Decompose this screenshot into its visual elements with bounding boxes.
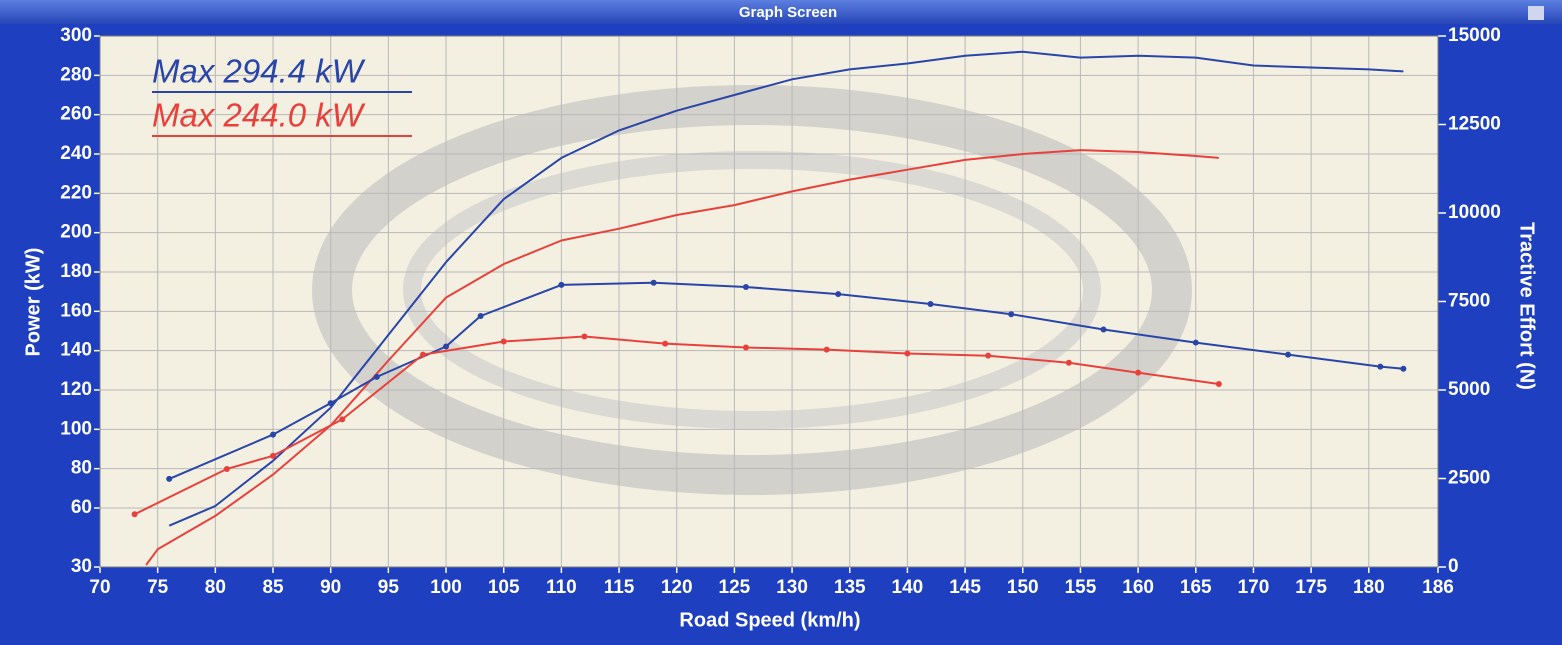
y2-tick-label: 5000 [1448,379,1490,400]
y2-tick-label: 15000 [1448,25,1501,46]
x-tick-label: 160 [1122,577,1154,598]
series-point [1215,380,1222,387]
x-tick-label: 175 [1295,577,1327,598]
series-point [270,431,277,438]
series-point [742,344,749,351]
series-point [327,400,334,407]
x-tick-label: 110 [546,577,577,598]
y-tick-label: 30 [71,556,92,577]
y2-tick-label: 12500 [1448,114,1501,135]
series-point [1192,339,1199,346]
x-tick-label: 186 [1422,577,1454,598]
series-point [581,333,588,340]
x-tick-label: 85 [262,577,284,598]
x-tick-label: 150 [1007,577,1039,598]
x-tick-label: 180 [1353,577,1385,598]
series-point [443,343,450,350]
series-point [1377,363,1384,370]
x-tick-label: 170 [1238,577,1270,598]
y-tick-label: 200 [60,222,92,243]
series-point [477,313,484,320]
x-tick-label: 130 [776,577,808,598]
x-tick-label: 95 [378,577,400,598]
watermark [312,85,1192,495]
x-tick-label: 70 [89,577,110,598]
y-tick-label: 140 [60,340,92,361]
series-line [145,149,1219,566]
y2-tick-label: 2500 [1448,468,1490,489]
x-tick-label: 140 [892,577,924,598]
x-tick-label: 115 [604,577,635,598]
series-point [650,279,657,286]
x-tick-label: 75 [147,577,169,598]
series-point [339,416,346,423]
x-tick-label: 120 [661,577,693,598]
y-tick-label: 60 [71,497,92,518]
x-tick-label: 165 [1180,577,1212,598]
x-tick-label: 100 [430,577,462,598]
series-point [500,338,507,345]
series-point [1135,369,1142,376]
series-point [558,281,565,288]
y-tick-label: 100 [60,418,92,439]
series-point [835,291,842,298]
series-point [419,351,426,358]
y-tick-label: 220 [60,182,92,203]
series-point [1285,351,1292,358]
series-point [927,300,934,307]
x-tick-label: 90 [320,577,341,598]
y2-axis-label: Tractive Effort (N) [1516,222,1538,390]
series-point [166,475,173,482]
y-tick-label: 180 [60,261,92,282]
x-tick-label: 145 [949,577,981,598]
x-tick-label: 105 [488,577,520,598]
series-point [270,452,277,459]
y-tick-label: 260 [60,104,92,125]
y2-tick-label: 0 [1448,556,1459,577]
series-point [1100,326,1107,333]
series-point [1065,359,1072,366]
y2-tick-label: 7500 [1448,291,1490,312]
series-point [742,283,749,290]
y-axis-label: Power (kW) [22,248,44,357]
x-axis-label: Road Speed (km/h) [679,609,860,631]
series-point [985,352,992,359]
series-point [823,346,830,353]
logo-ring [312,85,1192,495]
series-point [1400,365,1407,372]
y-tick-label: 160 [60,300,92,321]
x-tick-label: 155 [1065,577,1097,598]
series-point [131,511,138,518]
annotation: Max 294.4 kW [152,53,366,90]
annotation: Max 244.0 kW [152,97,366,134]
close-button[interactable] [1528,6,1544,20]
y-tick-label: 240 [60,143,92,164]
series-point [1008,311,1015,318]
y-tick-label: 280 [60,64,92,85]
title-bar [0,0,1562,24]
y-tick-label: 80 [71,458,92,479]
series-point [904,350,911,357]
y-tick-label: 300 [60,25,92,46]
x-tick-label: 125 [719,577,751,598]
window-title: Graph Screen [739,4,837,21]
logo-ring [403,151,1101,429]
series-point [662,340,669,347]
series-line [168,50,1404,527]
y2-tick-label: 10000 [1448,202,1501,223]
series-point [373,373,380,380]
series-point [223,465,230,472]
y-tick-label: 120 [60,379,92,400]
x-tick-label: 80 [205,577,226,598]
plot-frame [99,35,1439,568]
x-tick-label: 135 [834,577,866,598]
